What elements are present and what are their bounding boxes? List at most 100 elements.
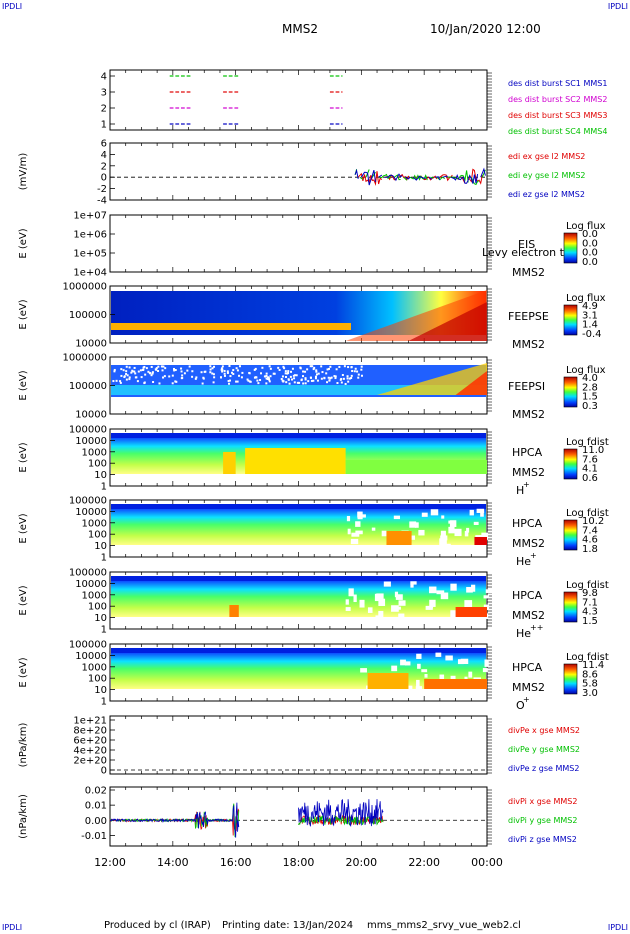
feepsi-speckle — [265, 382, 268, 385]
feepsi-speckle — [227, 379, 230, 382]
hpca_he-gap — [454, 528, 462, 537]
hpca_o-gap — [391, 665, 398, 672]
hpca_he-colorbar-tick: 1.8 — [582, 544, 598, 555]
feepsi-speckle — [191, 375, 194, 378]
feepse-hottest-region — [408, 302, 487, 341]
hpca_hepp-gap — [375, 615, 379, 620]
hpca_hepp-gap — [378, 598, 386, 607]
feepsi-speckle — [301, 375, 304, 378]
feepsi-hot-region — [377, 363, 487, 395]
hpca_hepp-gap — [471, 584, 476, 592]
hpca_h-hot-patch-0 — [245, 448, 346, 474]
hpca_h-ylabel: E (eV) — [18, 442, 29, 472]
hpca_h-ytick-label: 1 — [101, 482, 107, 493]
feepse-colorbar-tick: 4.9 — [582, 301, 598, 312]
feepsi-speckle — [347, 366, 350, 369]
feepsi-speckle — [209, 371, 212, 374]
feepsi-speckle — [325, 372, 328, 375]
feepsi-speckle — [125, 372, 128, 375]
hpca_h-colorbar-tick: 0.6 — [582, 473, 598, 484]
eis-ylabel: E (eV) — [18, 228, 29, 258]
feepsi-speckle — [248, 372, 251, 375]
feepsi-speckle — [343, 365, 346, 368]
hpca_hepp-ytick-label: 10000 — [75, 579, 107, 590]
feepsi-speckle — [329, 365, 332, 368]
edi-legend-2: edi ez gse l2 MMS2 — [508, 190, 585, 199]
feepsi-speckle — [350, 374, 353, 377]
hpca_he-gap — [346, 515, 351, 522]
burst-legend-2: des dist burst SC3 MMS3 — [508, 111, 607, 120]
footer-producer: Produced by cl (IRAP) — [104, 920, 211, 931]
hpca_o-ytick-label: 1 — [101, 697, 107, 708]
feepsi-speckle — [223, 369, 226, 372]
hpca_he-gap — [350, 538, 359, 545]
feepse-low-energy-band — [111, 323, 351, 330]
feepsi-ytick-label: 100000 — [69, 381, 107, 392]
hpca_hepp-side-label: HPCA — [512, 589, 543, 602]
hpca_he-spectrogram — [111, 508, 486, 545]
feepsi-speckle — [277, 366, 280, 369]
hpca_o-ytick-label: 1000 — [82, 662, 107, 673]
hpca_o-gap — [439, 674, 445, 680]
feepsi-speckle — [119, 381, 122, 384]
hpca_o-colorbar-tick: 3.0 — [582, 688, 598, 699]
feepsi-speckle — [351, 369, 354, 372]
feepsi-speckle — [164, 367, 167, 370]
feepse-ytick-label: 1000000 — [62, 282, 107, 293]
edi-ytick-label: -2 — [97, 184, 107, 195]
burst-frame — [109, 69, 488, 131]
time-axis-label: 22:00 — [408, 856, 440, 869]
hpca_o-gap — [416, 653, 422, 659]
feepsi-speckle — [304, 378, 307, 381]
feepsi-speckle — [194, 377, 197, 380]
hpca_o-colorbar-tick: 11.4 — [582, 660, 604, 671]
feepsi-speckle — [340, 377, 343, 380]
feepsi-speckle — [287, 370, 290, 373]
feepsi-speckle — [221, 365, 224, 368]
feepsi-speckle — [152, 381, 155, 384]
hpca_he-gap — [441, 515, 445, 519]
feepsi-speckle — [326, 381, 329, 384]
eis-overlay-text: Levy electron to — [482, 246, 571, 259]
feepsi-speckle — [140, 376, 143, 379]
feepsi-speckle — [220, 368, 223, 371]
eis-frame — [109, 214, 488, 273]
feepsi-speckle — [259, 378, 262, 381]
feepse-colorbar-tick: 1.4 — [582, 320, 598, 331]
eis-side-sc: MMS2 — [512, 266, 545, 279]
hpca_he-gap — [443, 543, 451, 551]
burst-legend-3: des dist burst SC4 MMS4 — [508, 127, 607, 136]
divpe-ytick-label: 2e+20 — [73, 756, 107, 767]
feepsi-speckle — [293, 377, 296, 380]
feepsi-speckle — [268, 380, 271, 383]
hpca_o-side-label: HPCA — [512, 661, 543, 674]
hpca_hepp-gap — [367, 607, 373, 613]
feepsi-speckle — [219, 376, 222, 379]
feepse-colorbar-title: Log flux — [566, 293, 606, 304]
feepsi-speckle — [269, 367, 272, 370]
feepsi-speckle — [120, 368, 123, 371]
hpca_hepp-hot-patch-0 — [229, 605, 239, 617]
feepsi-speckle — [226, 370, 229, 373]
divpe-ylabel: (nPa/km) — [18, 723, 29, 768]
feepsi-speckle — [157, 369, 160, 372]
feepsi-speckle — [299, 366, 302, 369]
hpca_o-gap — [460, 658, 469, 665]
eis-colorbar-tick: 0.0 — [582, 257, 598, 268]
hpca_hepp-ytick-label: 100 — [88, 602, 107, 613]
feepsi-speckle — [293, 381, 296, 384]
feepsi-speckle — [212, 381, 215, 384]
hpca_h-ytick-label: 100000 — [69, 425, 107, 436]
feepsi-speckle — [171, 382, 174, 385]
feepsi-mid-band — [111, 385, 486, 395]
feepsi-speckle — [309, 365, 312, 368]
feepsi-speckle — [302, 382, 305, 385]
feepsi-speckle — [261, 366, 264, 369]
feepsi-speckle — [180, 367, 183, 370]
feepsi-speckle — [321, 371, 324, 374]
divpi-ytick-label: 0.01 — [85, 801, 107, 812]
feepsi-speckle — [133, 370, 136, 373]
feepsi-speckle — [289, 375, 292, 378]
feepsi-speckle — [228, 379, 231, 382]
feepsi-speckle — [175, 380, 178, 383]
